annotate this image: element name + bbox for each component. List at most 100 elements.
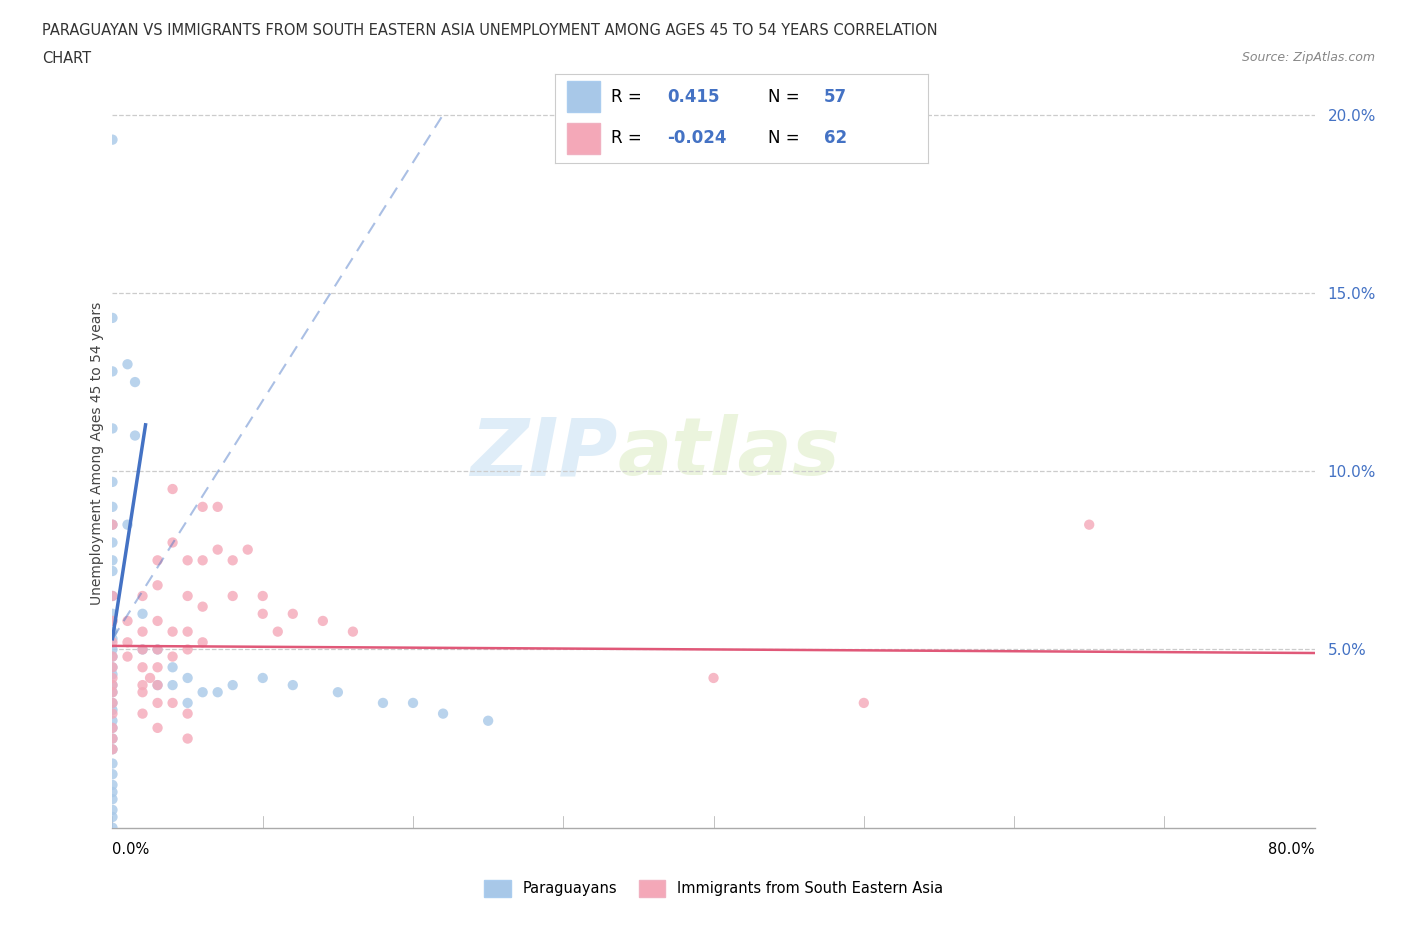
Point [101, 756, 124, 771]
Point [191, 635, 214, 650]
Point [281, 606, 304, 621]
Point [101, 660, 124, 675]
Point [131, 684, 153, 699]
Legend: Paraguayans, Immigrants from South Eastern Asia: Paraguayans, Immigrants from South Easte… [478, 874, 949, 903]
Text: atlas: atlas [617, 415, 841, 492]
Point [101, 671, 124, 685]
Bar [567, 82, 600, 113]
Point [191, 599, 214, 614]
Point [101, 696, 124, 711]
Point [146, 721, 169, 736]
Point [101, 649, 124, 664]
Point [162, 624, 184, 639]
Point [207, 499, 229, 514]
Bar [567, 123, 600, 154]
Point [117, 357, 139, 372]
Text: 0.415: 0.415 [668, 88, 720, 106]
Point [101, 713, 124, 728]
Text: Source: ZipAtlas.com: Source: ZipAtlas.com [1241, 51, 1375, 64]
Point [267, 624, 290, 639]
Point [281, 678, 304, 693]
Point [117, 614, 139, 629]
Point [146, 578, 169, 592]
Point [139, 671, 162, 685]
Y-axis label: Unemployment Among Ages 45 to 54 years: Unemployment Among Ages 45 to 54 years [90, 301, 104, 605]
Point [101, 132, 124, 147]
Point [146, 614, 169, 629]
Point [162, 482, 184, 497]
Point [326, 684, 349, 699]
Point [117, 649, 139, 664]
Text: N =: N = [768, 128, 804, 147]
Point [191, 552, 214, 567]
Point [131, 589, 153, 604]
Point [101, 589, 124, 604]
Point [101, 742, 124, 757]
Point [101, 820, 124, 835]
Point [207, 684, 229, 699]
Point [101, 499, 124, 514]
Point [101, 721, 124, 736]
Point [101, 564, 124, 578]
Point [146, 642, 169, 657]
Point [146, 678, 169, 693]
Point [117, 635, 139, 650]
Point [477, 713, 499, 728]
Point [101, 678, 124, 693]
Text: ZIP: ZIP [470, 415, 617, 492]
Point [101, 552, 124, 567]
Point [101, 785, 124, 800]
Point [402, 696, 425, 711]
Point [101, 791, 124, 806]
Point [101, 364, 124, 379]
Text: -0.024: -0.024 [668, 128, 727, 147]
Point [101, 535, 124, 550]
Point [222, 678, 245, 693]
Point [176, 731, 198, 746]
Point [101, 703, 124, 718]
Point [176, 624, 198, 639]
Point [162, 660, 184, 675]
Point [176, 706, 198, 721]
Point [432, 706, 454, 721]
Point [1078, 517, 1101, 532]
Point [702, 671, 725, 685]
Point [101, 777, 124, 792]
Text: 80.0%: 80.0% [1268, 842, 1315, 857]
Text: PARAGUAYAN VS IMMIGRANTS FROM SOUTH EASTERN ASIA UNEMPLOYMENT AMONG AGES 45 TO 5: PARAGUAYAN VS IMMIGRANTS FROM SOUTH EAST… [42, 23, 938, 38]
Text: 62: 62 [824, 128, 846, 147]
Point [176, 696, 198, 711]
Point [131, 660, 153, 675]
Point [101, 624, 124, 639]
Point [101, 589, 124, 604]
Point [222, 589, 245, 604]
Point [252, 606, 274, 621]
Point [124, 375, 146, 390]
Point [131, 624, 153, 639]
Point [252, 589, 274, 604]
Point [176, 552, 198, 567]
Point [146, 552, 169, 567]
Point [101, 706, 124, 721]
Point [176, 589, 198, 604]
Point [101, 731, 124, 746]
Point [146, 678, 169, 693]
Point [131, 678, 153, 693]
Point [371, 696, 394, 711]
Point [146, 696, 169, 711]
Point [101, 517, 124, 532]
Text: 0.0%: 0.0% [112, 842, 149, 857]
Point [101, 614, 124, 629]
Point [101, 721, 124, 736]
Point [222, 552, 245, 567]
Point [131, 642, 153, 657]
Point [312, 614, 335, 629]
Point [207, 542, 229, 557]
Text: N =: N = [768, 88, 804, 106]
Point [176, 642, 198, 657]
Point [191, 499, 214, 514]
Point [162, 535, 184, 550]
Point [131, 606, 153, 621]
Text: R =: R = [612, 88, 647, 106]
Point [101, 742, 124, 757]
